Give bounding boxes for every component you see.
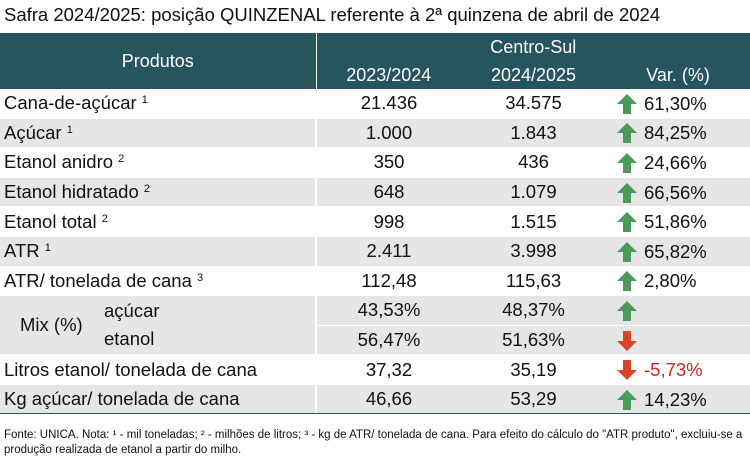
value-2023: 648 (316, 177, 461, 207)
mix-etanol-label: etanol (104, 328, 155, 350)
variation: 61,30% (606, 89, 750, 118)
variation: 24,66% (606, 148, 750, 178)
row-label: ATR 1 (0, 236, 317, 267)
mix-acucar-2024: 48,37% (461, 295, 606, 326)
arrow-up-icon (617, 123, 637, 144)
value-2024: 3.998 (461, 236, 606, 267)
table-bottom-line (0, 413, 750, 414)
mix-row-acucar: Mix (%) açúcar etanol 43,53% 48,37% (0, 295, 750, 355)
mix-acucar-variation (606, 295, 750, 326)
footnote: Fonte: UNICA. Nota: ¹ - mil toneladas; ²… (4, 429, 743, 456)
arrow-down-icon (617, 360, 637, 381)
table-row: Etanol total 2 998 1.515 51,86% (0, 206, 750, 237)
mix-acucar-2023: 43,53% (316, 295, 461, 326)
arrow-up-icon (617, 389, 637, 410)
value-2024: 34.575 (505, 92, 562, 114)
value-2023: 350 (373, 151, 405, 173)
table-row: Etanol hidratado 2 648 1.079 66,56% (0, 177, 750, 207)
row-label: Açúcar 1 (0, 118, 317, 148)
row-label: ATR/ tonelada de cana 3 (0, 266, 317, 296)
arrow-up-icon (617, 212, 637, 233)
value-2024: 35,19 (510, 358, 557, 380)
mix-label: Mix (%) açúcar etanol (0, 295, 317, 355)
value-2023: 37,32 (365, 358, 413, 380)
row-label: Kg açúcar/ tonelada de cana (0, 384, 317, 415)
table-row: ATR/ tonelada de cana 3 112,48 115,63 2,80% (0, 266, 750, 296)
table-row: Açúcar 1 1.000 1.843 84,25% (0, 118, 750, 148)
value-2023: 46,66 (316, 384, 461, 415)
arrow-up-icon (617, 93, 637, 114)
table-row: Litros etanol/ tonelada de cana 37,32 35,1… (0, 354, 750, 385)
mix-row-etanol: 56,47% 51,63% (0, 325, 750, 355)
arrow-up-icon (617, 271, 637, 292)
value-2023: 998 (373, 210, 405, 232)
table-row: ATR 1 2.411 3.998 65,82% (0, 236, 750, 267)
header-products: Produtos (0, 33, 317, 89)
arrow-up-icon (617, 241, 637, 262)
arrow-up-icon (617, 182, 637, 203)
mix-etanol-variation (606, 325, 750, 355)
header-col3: Var. (%) (606, 61, 750, 89)
value-2024: 115,63 (505, 269, 562, 291)
value-2024: 436 (518, 151, 549, 173)
row-label: Etanol hidratado 2 (0, 177, 317, 207)
value-2023: 2.411 (316, 236, 461, 267)
value-2024: 1.515 (510, 210, 557, 232)
arrow-up-icon (617, 153, 637, 174)
variation: 84,25% (606, 118, 750, 148)
variation: -5,73% (606, 355, 750, 385)
table-row: Cana-de-açúcar 1 21.436 34.575 61,30% (0, 89, 750, 119)
row-label: Etanol total 2 (0, 206, 317, 237)
variation: 51,86% (606, 207, 750, 237)
value-2024: 53,29 (461, 384, 606, 415)
arrow-up-icon (617, 301, 637, 321)
value-2023: 21.436 (360, 92, 418, 114)
header-col1: 2023/2024 (316, 61, 461, 89)
mix-etanol-2023: 56,47% (316, 325, 461, 355)
table-row: Etanol anidro 2 350 436 24,66% (0, 147, 750, 178)
value-2023: 1.000 (316, 118, 461, 148)
mix-etanol-2024: 51,63% (461, 325, 606, 355)
header-region: Centro-Sul (316, 33, 750, 61)
table-row: Kg açúcar/ tonelada de cana 46,66 53,29 14,… (0, 384, 750, 415)
header-col2: 2024/2025 (461, 61, 606, 89)
variation: 2,80% (606, 266, 750, 296)
value-2024: 1.843 (461, 118, 606, 148)
row-label: Cana-de-açúcar 1 (0, 89, 317, 119)
row-label: Litros etanol/ tonelada de cana (0, 354, 317, 385)
variation: 14,23% (606, 384, 750, 415)
value-2023: 112,48 (361, 269, 417, 291)
data-table: Produtos Centro-Sul 2023/2024 2024/2025 … (0, 33, 750, 415)
variation: 66,56% (606, 177, 750, 207)
value-2024: 1.079 (461, 177, 606, 207)
page-title: Safra 2024/2025: posição QUINZENAL refer… (4, 4, 661, 25)
arrow-down-icon (617, 330, 637, 351)
variation: 65,82% (606, 236, 750, 267)
row-label: Etanol anidro 2 (0, 147, 317, 178)
mix-acucar-label: açúcar (104, 299, 160, 321)
